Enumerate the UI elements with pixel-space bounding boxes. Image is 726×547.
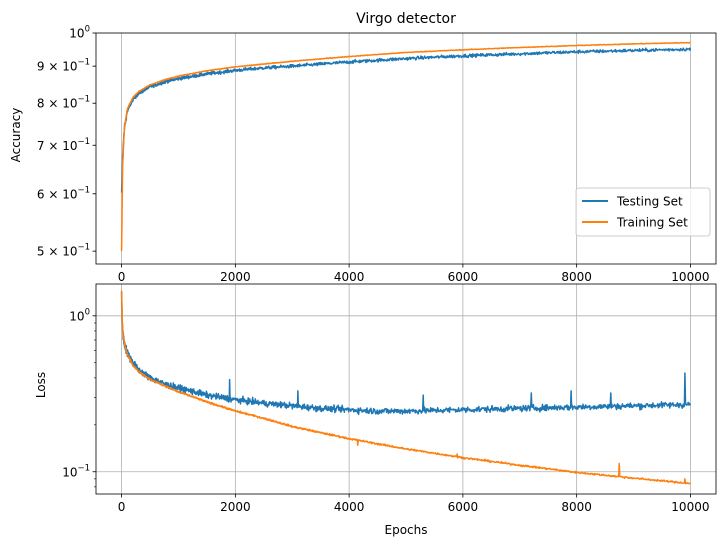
chart-title: Virgo detector bbox=[356, 11, 456, 27]
x-tick-label: 8000 bbox=[561, 500, 592, 514]
testing-set-line bbox=[120, 47, 692, 193]
y-tick-label: 100 bbox=[69, 25, 90, 41]
loss-plot: Loss 0 2000 4000 6000 8000 10000 10−1 100 Epoch… bbox=[34, 283, 717, 537]
legend-box bbox=[575, 187, 711, 237]
accuracy-plot: Virgo detector Accuracy 0 2000 4000 6000 800… bbox=[9, 11, 717, 285]
training-set-line bbox=[120, 41, 691, 251]
x-tick-label: 10000 bbox=[671, 270, 709, 284]
x-tick-label: 10000 bbox=[671, 500, 709, 514]
testing-set-line bbox=[120, 291, 692, 416]
x-tick-label: 6000 bbox=[448, 270, 479, 284]
x-tick-label: 4000 bbox=[334, 500, 365, 514]
y-tick-label: 10−1 bbox=[62, 463, 90, 479]
y-tick-label: 6 × 10−1 bbox=[37, 185, 90, 201]
y-tick-label: 100 bbox=[69, 307, 90, 323]
x-tick-label: 2000 bbox=[220, 270, 251, 284]
x-tick-label: 2000 bbox=[220, 500, 251, 514]
axes-frame bbox=[95, 283, 717, 495]
x-axis-label: Epochs bbox=[385, 523, 428, 537]
x-tick-label: 0 bbox=[118, 500, 126, 514]
axes-frame bbox=[95, 32, 717, 265]
y-tick-label: 5 × 10−1 bbox=[37, 243, 90, 259]
y-axis-label: Loss bbox=[34, 372, 48, 398]
x-tick-label: 6000 bbox=[448, 500, 479, 514]
legend-label-training: Training Set bbox=[616, 216, 688, 230]
legend-label-testing: Testing Set bbox=[616, 195, 683, 209]
y-tick-label: 8 × 10−1 bbox=[37, 95, 90, 111]
x-tick-label: 4000 bbox=[334, 270, 365, 284]
x-tick-label: 0 bbox=[118, 270, 126, 284]
grid-lines bbox=[96, 284, 716, 494]
y-axis-label: Accuracy bbox=[9, 108, 23, 163]
legend: Testing Set Training Set bbox=[575, 187, 711, 237]
axis-ticks: 0 2000 4000 6000 8000 10000 5 × 10−1 6 × 10−1 7 … bbox=[37, 25, 710, 285]
series-group bbox=[120, 290, 692, 485]
y-tick-label: 7 × 10−1 bbox=[37, 137, 90, 153]
series-group bbox=[120, 41, 692, 251]
training-set-line bbox=[120, 290, 692, 485]
axis-ticks: 0 2000 4000 6000 8000 10000 10−1 100 bbox=[62, 307, 709, 514]
y-tick-label: 9 × 10−1 bbox=[37, 58, 90, 74]
x-tick-label: 8000 bbox=[561, 270, 592, 284]
